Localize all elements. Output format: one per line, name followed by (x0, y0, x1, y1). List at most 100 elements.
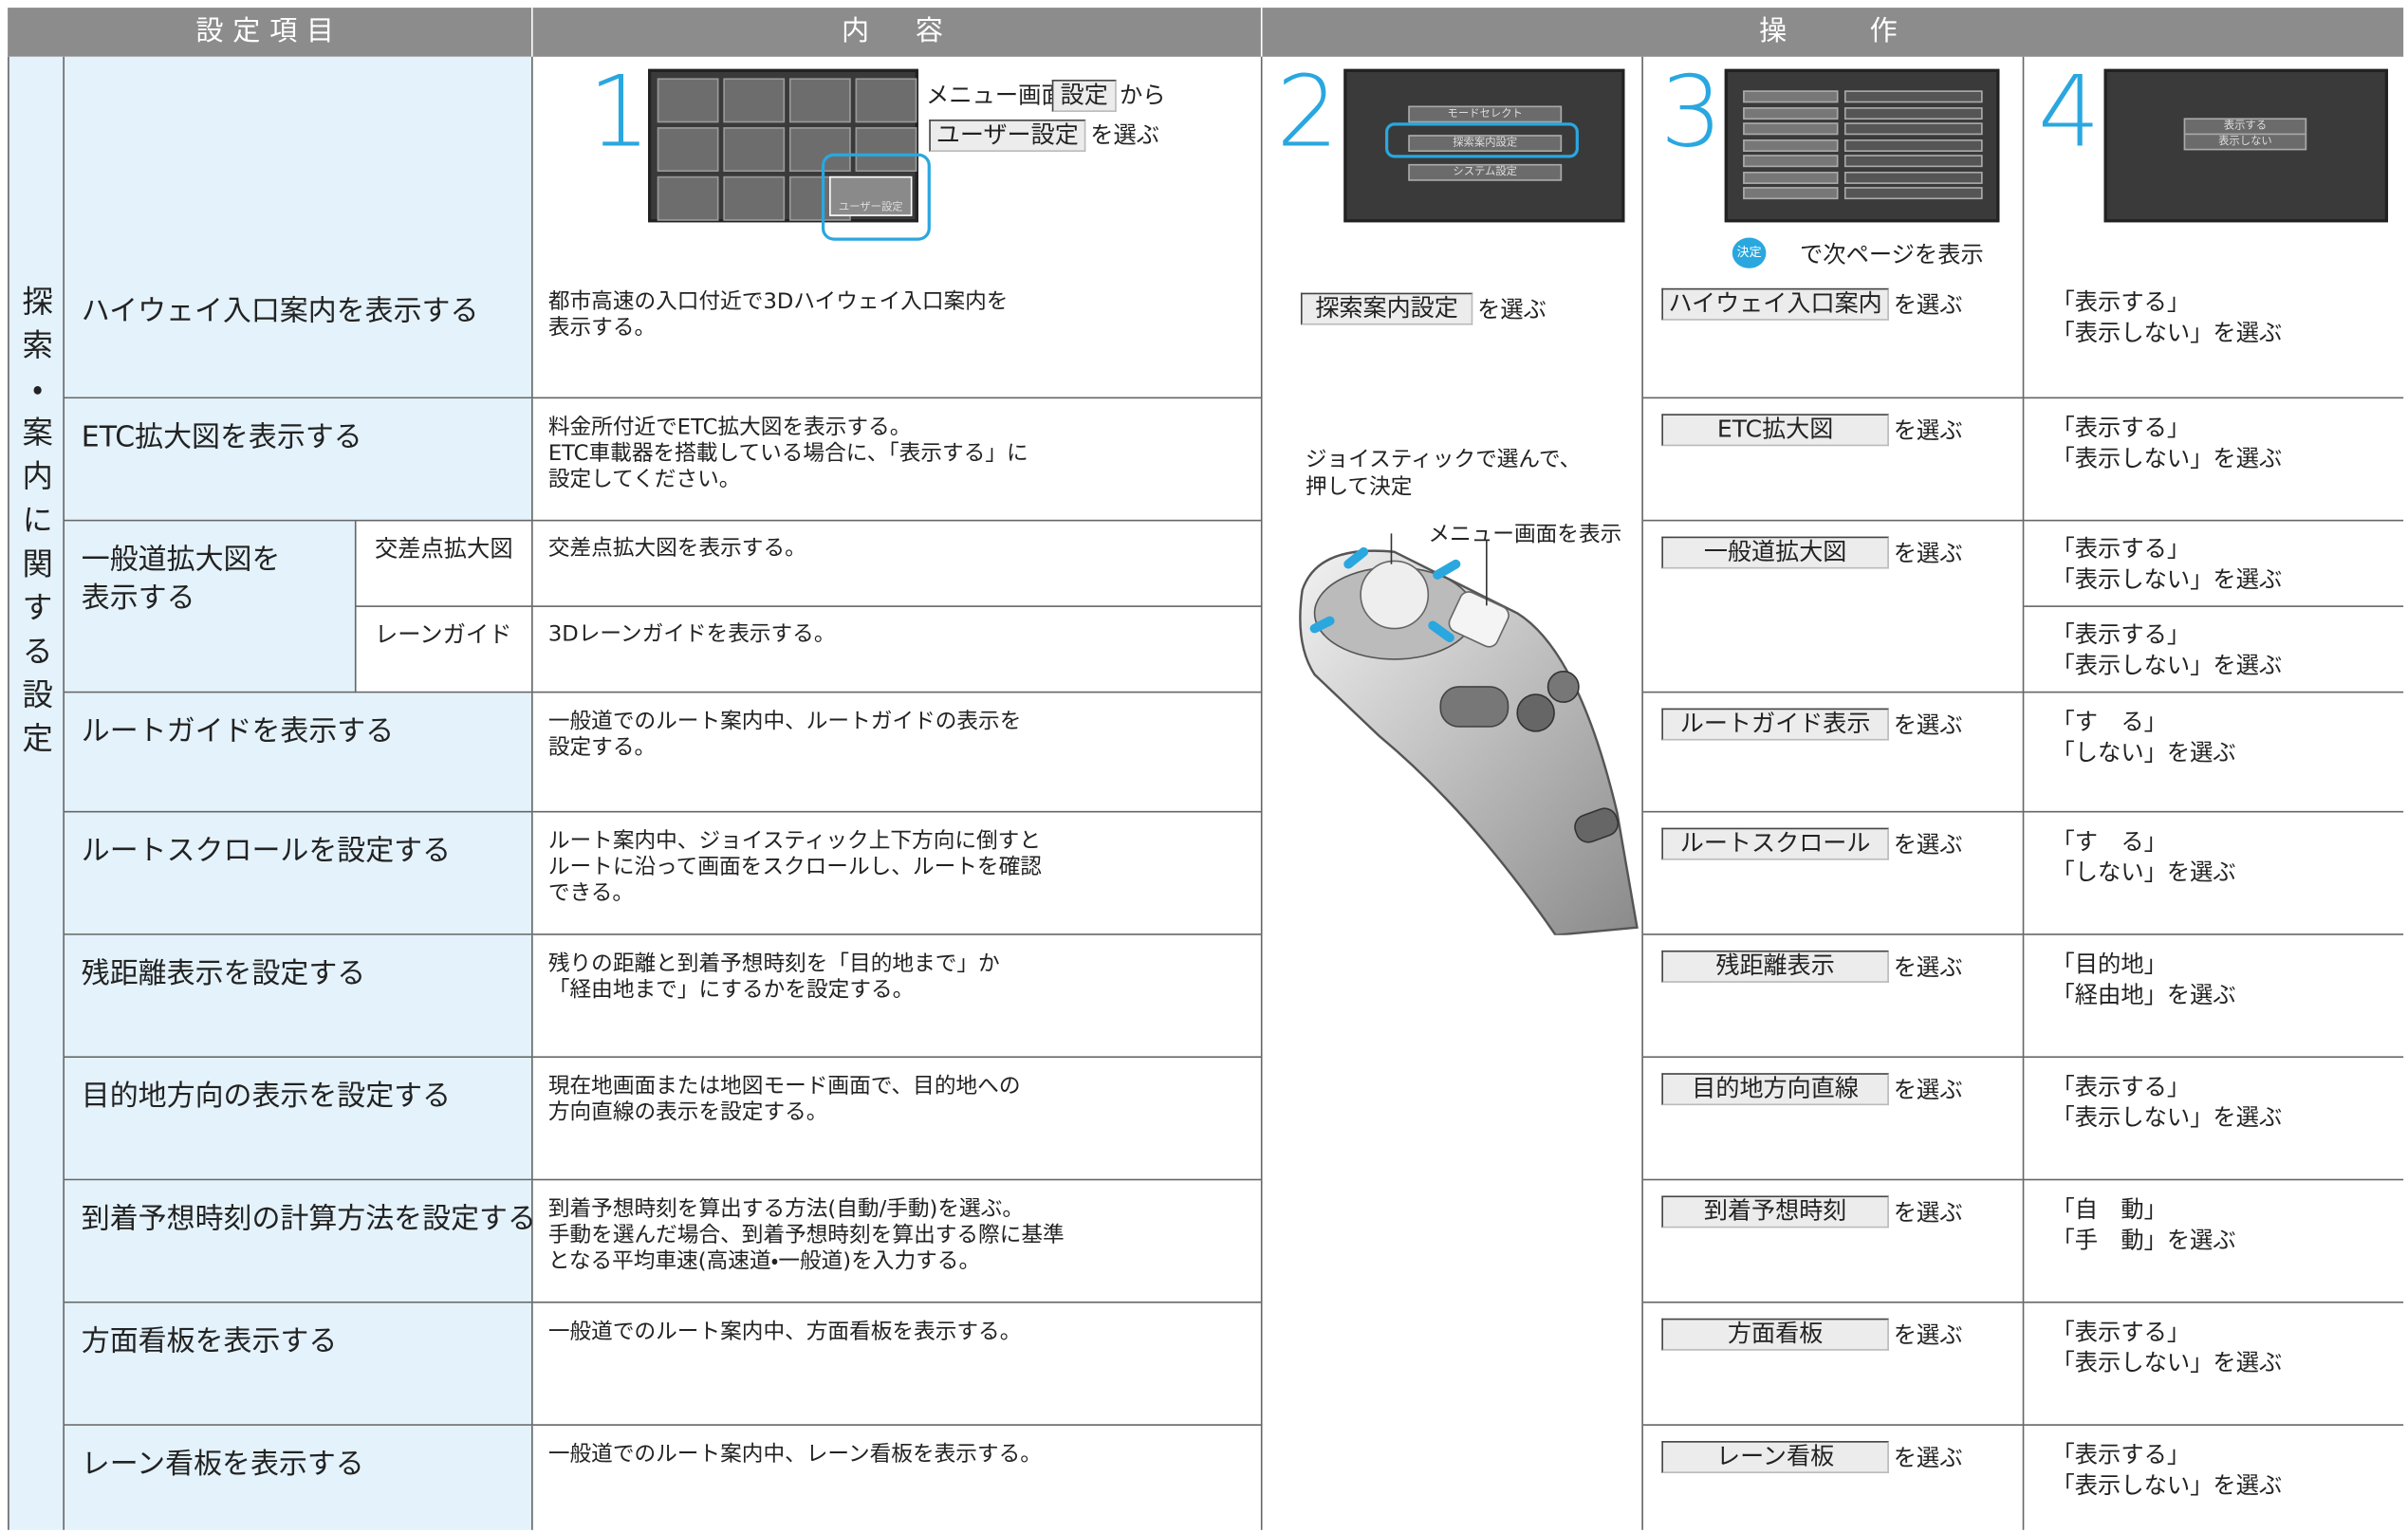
screen-tile (723, 127, 786, 172)
screen-row (1843, 122, 1983, 136)
select-suffix: を選ぶ (1893, 1321, 1963, 1350)
item-label: ルートガイドを表示する (81, 715, 395, 748)
operation-cell (2024, 607, 2404, 693)
step-button: 設定 (1051, 80, 1117, 112)
option-text: 「す る」 (2051, 827, 2167, 856)
screen-row (1743, 171, 1839, 184)
operation-cell (2024, 398, 2404, 522)
option-text: 「表示する」 (2051, 287, 2191, 316)
content-text: 表示する。 (547, 315, 657, 341)
item-label: ハイウェイ入口案内を表示する (81, 295, 479, 328)
screen-text: ユーザー設定 (838, 200, 903, 213)
item-label: 一般道拡大図を (81, 544, 281, 577)
select-suffix: を選ぶ (1893, 1444, 1963, 1472)
screen-row (1743, 90, 1839, 103)
item-cell (64, 934, 533, 1059)
highlight-ring (1384, 122, 1579, 158)
select-button: 目的地方向直線 (1661, 1073, 1889, 1106)
select-button: 探索案内設定 (1300, 292, 1473, 325)
select-suffix: を選ぶ (1893, 539, 1963, 567)
item-cell (64, 398, 533, 522)
option-text: 「しない」を選ぶ (2051, 738, 2236, 766)
content-text: 一般道でのルート案内中、レーン看板を表示する。 (547, 1442, 1042, 1468)
step-text: を選ぶ (1090, 120, 1160, 149)
screen: 表示する 表示しない (2103, 68, 2388, 223)
content-text: 一般道でのルート案内中、ルートガイドの表示を (547, 710, 1022, 735)
item-cell (64, 1425, 533, 1530)
screen-row (1743, 139, 1839, 152)
operation-cell (1642, 521, 2025, 693)
option-text: 「表示しない」を選ぶ (2051, 1103, 2283, 1132)
select-button: 方面看板 (1661, 1318, 1889, 1351)
option-text: 「自 動」 (2051, 1195, 2167, 1224)
content-text: 「経由地まで」にするかを設定する。 (547, 978, 915, 1003)
option-text: 「表示する」 (2051, 1073, 2191, 1101)
operation-cell (2024, 1303, 2404, 1426)
option-text: 「表示しない」を選ぶ (2051, 651, 2283, 679)
select-button: 一般道拡大図 (1661, 536, 1889, 569)
content-cell (532, 934, 1263, 1059)
screen-tile (657, 175, 719, 221)
joystick-note: ジョイスティックで選んで、 (1305, 447, 1582, 472)
screen-menu-item: システム設定 (1408, 163, 1563, 181)
item-label: 目的地方向の表示を設定する (81, 1080, 452, 1114)
select-suffix: を選ぶ (1893, 1076, 1963, 1104)
content-cell (532, 1058, 1263, 1181)
operation-cell (1642, 693, 2025, 813)
highlight-ring (821, 153, 931, 241)
select-button: ルートスクロール (1661, 827, 1889, 860)
select-suffix: を選ぶ (1893, 830, 1963, 859)
content-cell (532, 606, 1263, 693)
operation-cell (2024, 693, 2404, 813)
screen-tile (657, 127, 719, 172)
screen-menu-item: 探索案内設定 (1408, 135, 1563, 152)
screen-row (1743, 187, 1839, 200)
operation-cell (2024, 935, 2404, 1059)
operation-cell (1642, 398, 2025, 522)
screen-row (1843, 155, 1983, 168)
option-text: 「表示しない」を選ぶ (2051, 1349, 2283, 1377)
option-text: 「表示しない」を選ぶ (2051, 319, 2283, 347)
option-text: 「表示する」 (2051, 1318, 2191, 1346)
content-text: 残りの距離と到着予想時刻を「目的地まで」か (547, 951, 1000, 977)
select-suffix: を選ぶ (1893, 416, 1963, 445)
content-text: 料金所付近でETC拡大図を表示する。 (547, 415, 912, 440)
select-suffix: を選ぶ (1893, 1198, 1963, 1227)
step-caption: で次ページを表示 (1800, 240, 1984, 268)
select-suffix: を選ぶ (1893, 953, 1963, 982)
item-cell (64, 693, 533, 813)
item-cell (64, 1302, 533, 1426)
header-cell: 設定項目 (8, 8, 533, 57)
content-text: 都市高速の入口付近で3Dハイウェイ入口案内を (547, 289, 1009, 315)
option-text: 「表示しない」を選ぶ (2051, 444, 2283, 472)
content-text: 到着予想時刻を算出する方法(自動/手動)を選ぶ。 (547, 1197, 1025, 1222)
screen-tile (855, 127, 917, 172)
operation-cell (2024, 521, 2404, 607)
operation-cell (1263, 56, 1643, 1530)
option-text: 「表示しない」を選ぶ (2051, 565, 2283, 594)
operation-cell (1642, 1302, 2025, 1426)
category-label: 探索・案内に関する設定 (16, 285, 54, 766)
step-text: から (1119, 81, 1166, 109)
option-text: 「しない」を選ぶ (2051, 858, 2236, 887)
step-number: 2 (1276, 56, 1339, 171)
step-number: 4 (2037, 56, 2101, 171)
content-text: 設定してください。 (547, 467, 741, 492)
option-text: 「経由地」を選ぶ (2051, 981, 2236, 1009)
option-text: 「表示する」 (2051, 1441, 2191, 1469)
screen-tile (829, 175, 913, 216)
item-cell (64, 812, 533, 935)
step-button: ユーザー設定 (929, 120, 1086, 152)
select-button: 到着予想時刻 (1661, 1195, 1889, 1228)
screen-row (1843, 187, 1983, 200)
screen-tile (657, 78, 719, 123)
content-text: 設定する。 (547, 735, 657, 761)
content-cell (532, 1180, 1263, 1303)
joystick-note: メニュー画面を表示 (1428, 523, 1622, 547)
content-text: 手動を選んだ場合、到着予想時刻を算出する際に基準 (547, 1223, 1065, 1248)
operation-cell (2024, 57, 2404, 399)
option-text: 「表示しない」を選ぶ (2051, 1471, 2283, 1500)
select-button: ルートガイド表示 (1661, 708, 1889, 741)
screen-menu-item: モードセレクト (1408, 105, 1563, 123)
option-text: 「手 動」を選ぶ (2051, 1226, 2236, 1254)
